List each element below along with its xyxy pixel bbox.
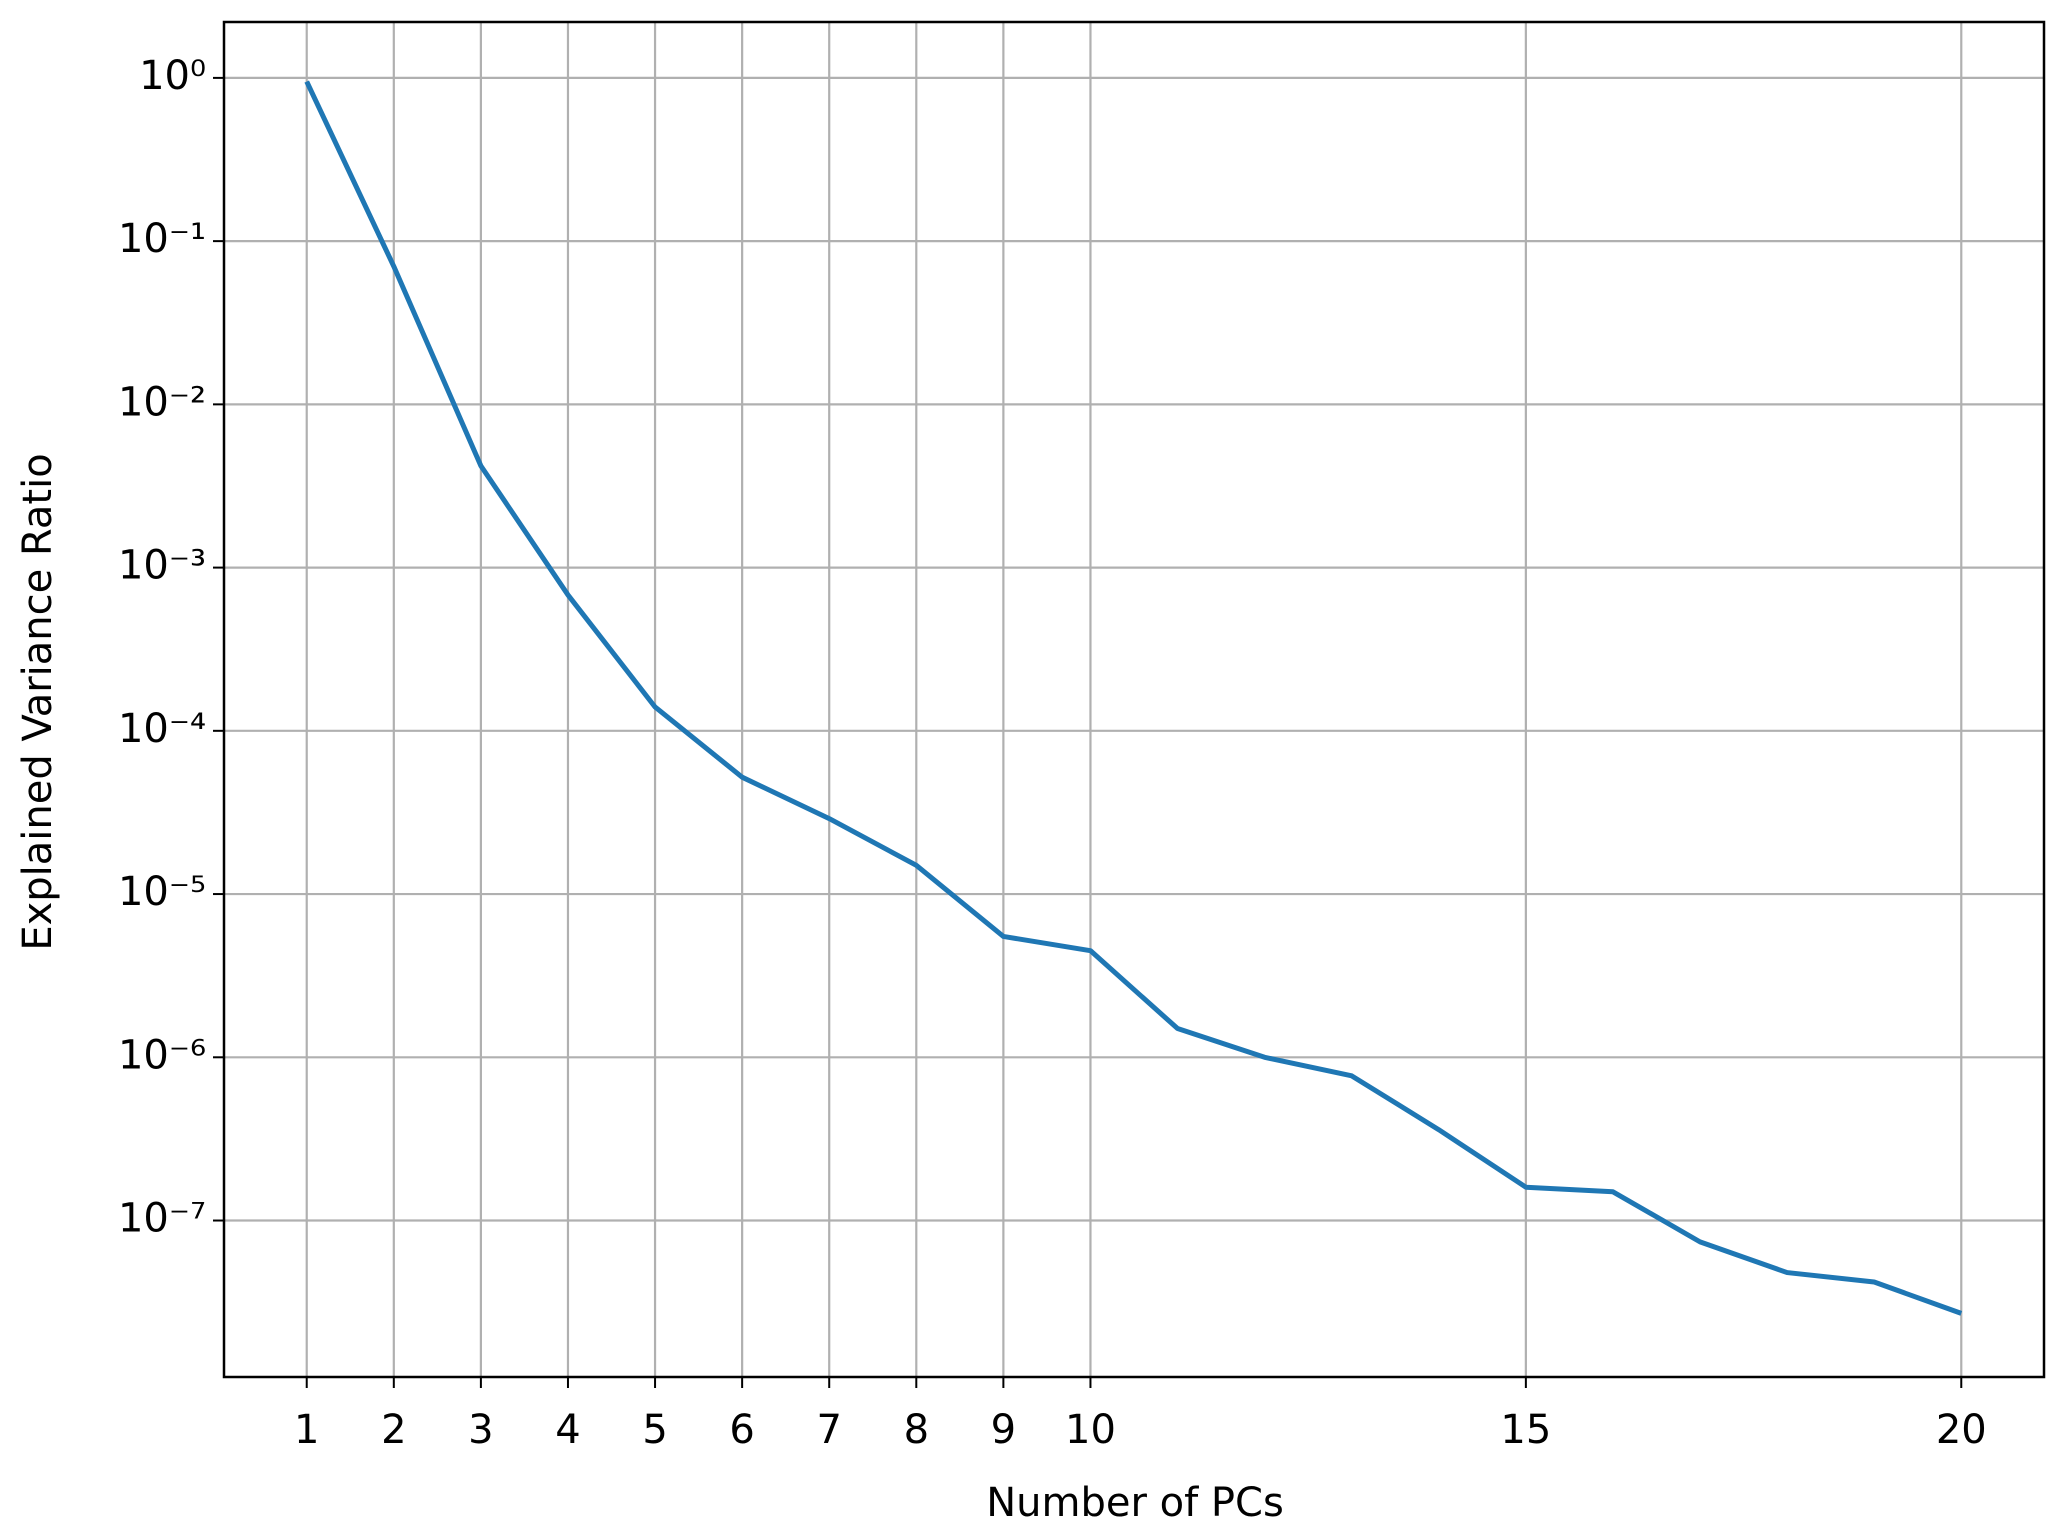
y-tick-label: 10⁻¹ — [118, 216, 206, 262]
y-axis-label: Explained Variance Ratio — [15, 453, 61, 950]
y-tick-label: 10⁻⁶ — [118, 1032, 206, 1078]
x-tick-label: 3 — [468, 1407, 493, 1453]
x-tick-label: 5 — [642, 1407, 667, 1453]
x-tick-label: 4 — [555, 1407, 580, 1453]
plot-frame — [222, 20, 2046, 1379]
data-line — [304, 80, 1963, 1316]
y-tick-label: 10⁻⁴ — [118, 706, 206, 752]
x-tick-label: 2 — [381, 1407, 406, 1453]
y-tick-label: 10⁰ — [139, 53, 206, 99]
y-tick-label: 10⁻⁷ — [118, 1196, 206, 1242]
x-tick-label: 15 — [1500, 1407, 1551, 1453]
x-tick-label: 9 — [991, 1407, 1016, 1453]
x-tick-label: 10 — [1065, 1407, 1116, 1453]
x-tick-label: 8 — [904, 1407, 929, 1453]
y-tick-label: 10⁻⁵ — [118, 869, 206, 915]
x-tick-label: 1 — [294, 1407, 319, 1453]
x-tick-label: 20 — [1936, 1407, 1987, 1453]
y-tick-label: 10⁻² — [118, 379, 206, 425]
x-axis-label: Number of PCs — [986, 1480, 1284, 1526]
x-tick-label: 6 — [729, 1407, 754, 1453]
y-tick-label: 10⁻³ — [118, 543, 206, 589]
x-tick-label: 7 — [816, 1407, 841, 1453]
